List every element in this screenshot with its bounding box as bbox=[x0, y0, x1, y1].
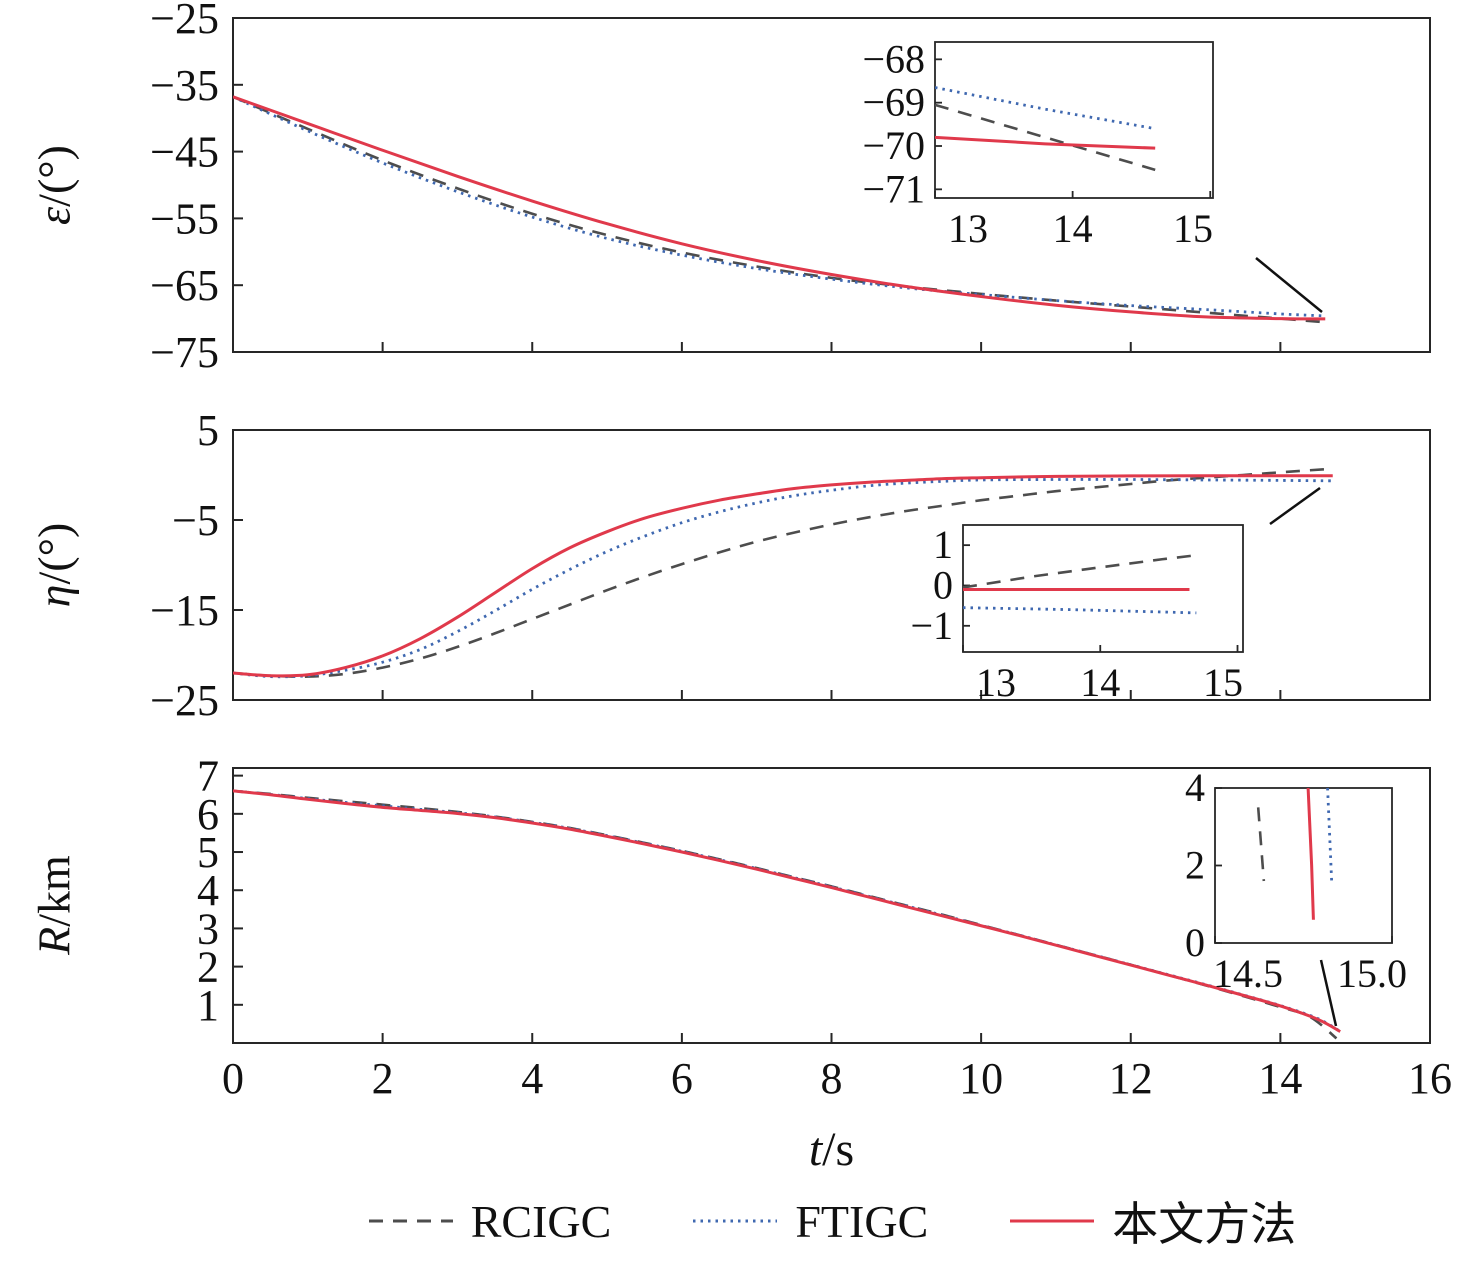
inset-frame bbox=[1214, 787, 1393, 944]
inset-x-tick-label: 13 bbox=[948, 206, 988, 251]
series-proposed bbox=[233, 474, 1333, 678]
x-axis-label-time: t/s bbox=[233, 1122, 1430, 1177]
series-ftigc bbox=[233, 789, 1343, 1034]
range-unit: /km bbox=[28, 855, 80, 927]
inset-y-tick-label: −1 bbox=[910, 603, 953, 648]
series-rcigc bbox=[233, 789, 1338, 1040]
inset-x-tick-label: 15.0 bbox=[1337, 951, 1407, 996]
legend-label-ftigc: FTIGC bbox=[795, 1195, 929, 1247]
range-symbol: R bbox=[28, 926, 80, 955]
time-unit: /s bbox=[822, 1123, 855, 1176]
x-tick-label: 6 bbox=[671, 1054, 693, 1103]
inset-x-tick-label: 14 bbox=[1080, 660, 1120, 705]
x-tick-label: 8 bbox=[821, 1054, 843, 1103]
inset-y-tick-label: 1 bbox=[933, 522, 953, 567]
eta-symbol: η bbox=[28, 584, 80, 608]
y-axis-label-eta: η/(°) bbox=[28, 523, 81, 608]
subplot-2-inset: 13 14 15 10−1 bbox=[910, 522, 1244, 705]
x-tick-label: 12 bbox=[1109, 1054, 1153, 1103]
inset-callout-line bbox=[1255, 257, 1323, 313]
y-axis-label-range: R/km bbox=[28, 855, 81, 955]
inset-y-tick-label: 2 bbox=[1185, 843, 1205, 888]
inset-x-tick-label: 14 bbox=[1053, 206, 1093, 251]
x-tick-label: 2 bbox=[372, 1054, 394, 1103]
series-proposed bbox=[233, 95, 1326, 321]
inset-series-proposed bbox=[935, 135, 1156, 150]
y-tick-label: −25 bbox=[150, 676, 219, 725]
legend-item-rcigc: RCIGC bbox=[367, 1195, 612, 1248]
legend: RCIGC FTIGC 本文方法 bbox=[233, 1188, 1430, 1254]
x-tick-label: 10 bbox=[959, 1054, 1003, 1103]
inset-y-tick-label: −71 bbox=[862, 166, 925, 211]
y-tick-label: −45 bbox=[150, 128, 219, 177]
series-ftigc bbox=[233, 478, 1333, 679]
ftigc-dotted-line-icon bbox=[693, 1219, 778, 1223]
inset-frame bbox=[934, 41, 1214, 199]
inset-series-ftigc bbox=[1326, 788, 1334, 885]
y-tick-label: −75 bbox=[150, 328, 219, 377]
subplot-1-inset: 13 14 15 −68−69−70−71 bbox=[862, 36, 1214, 251]
y-tick-label: 3 bbox=[197, 904, 219, 953]
legend-item-ftigc: FTIGC bbox=[691, 1195, 928, 1248]
y-tick-label: −5 bbox=[172, 496, 219, 545]
inset-x-tick-label: 15 bbox=[1203, 660, 1243, 705]
inset-y-tick-label: 0 bbox=[933, 562, 953, 607]
x-tick-label: 4 bbox=[521, 1054, 543, 1103]
inset-x-tick-label: 13 bbox=[976, 660, 1016, 705]
series-proposed bbox=[233, 789, 1341, 1033]
y-tick-label: 5 bbox=[197, 828, 219, 877]
proposed-solid-line-icon bbox=[1010, 1219, 1095, 1223]
y-tick-label: 7 bbox=[197, 752, 219, 801]
y-tick-label: −15 bbox=[150, 586, 219, 635]
y-tick-label: 5 bbox=[197, 406, 219, 455]
inset-y-tick-label: −70 bbox=[862, 123, 925, 168]
y-tick-label: 2 bbox=[197, 943, 219, 992]
legend-label-rcigc: RCIGC bbox=[470, 1195, 612, 1247]
series-rcigc bbox=[233, 467, 1333, 678]
series-ftigc bbox=[233, 95, 1326, 318]
x-tick-label: 0 bbox=[222, 1054, 244, 1103]
y-tick-label: −35 bbox=[150, 61, 219, 110]
inset-y-tick-label: −69 bbox=[862, 80, 925, 125]
inset-y-tick-label: 4 bbox=[1185, 765, 1205, 810]
eta-unit: /(°) bbox=[28, 522, 80, 585]
rcigc-dashed-line-icon bbox=[368, 1219, 453, 1223]
x-tick-label: 14 bbox=[1258, 1054, 1302, 1103]
legend-label-proposed: 本文方法 bbox=[1112, 1199, 1297, 1250]
epsilon-symbol: ε bbox=[28, 206, 80, 225]
y-tick-label: −55 bbox=[150, 194, 219, 243]
subplot-3-inset: 14.5 15.0 0 2 4 bbox=[1185, 765, 1407, 996]
y-axis-label-epsilon: ε/(°) bbox=[28, 145, 81, 225]
y-tick-label: 6 bbox=[197, 790, 219, 839]
inset-series-proposed bbox=[1306, 788, 1315, 920]
inset-x-tick-label: 14.5 bbox=[1213, 951, 1283, 996]
x-tick-label: 16 bbox=[1408, 1054, 1452, 1103]
inset-x-tick-label: 15 bbox=[1173, 206, 1213, 251]
y-tick-label: −65 bbox=[150, 261, 219, 310]
legend-item-proposed: 本文方法 bbox=[1008, 1188, 1296, 1254]
inset-y-tick-label: −68 bbox=[862, 36, 925, 81]
y-tick-label: 1 bbox=[197, 981, 219, 1030]
y-tick-label: 4 bbox=[197, 866, 219, 915]
time-symbol: t bbox=[808, 1123, 823, 1176]
axes-frame bbox=[232, 17, 1431, 353]
inset-y-tick-label: 0 bbox=[1185, 920, 1205, 965]
inset-series-rcigc bbox=[1256, 807, 1266, 882]
y-tick-label: −25 bbox=[150, 0, 219, 43]
inset-callout-line bbox=[1269, 486, 1321, 526]
subplot-1: −25 −35 −45 −55 −65 −75 13 14 15 −68−69−70−71 bbox=[150, 0, 1431, 377]
subplot-2: 5 −5 −15 −25 13 14 15 10−1 bbox=[150, 406, 1431, 725]
series-rcigc bbox=[233, 95, 1326, 324]
inset-callout-line bbox=[1319, 959, 1338, 1027]
epsilon-unit: /(°) bbox=[28, 145, 80, 207]
